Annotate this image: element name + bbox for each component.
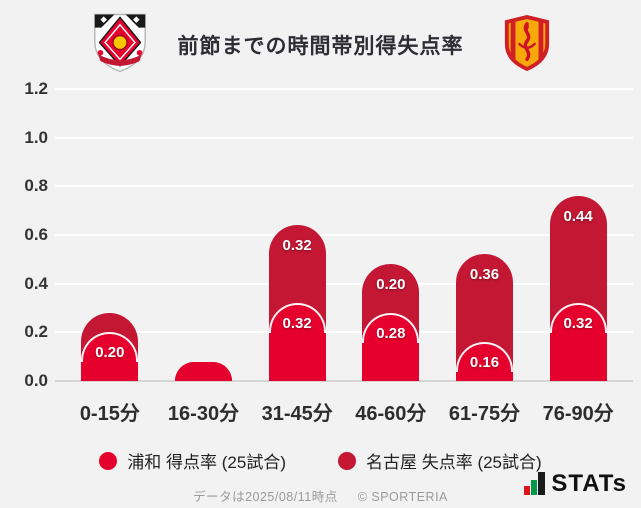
gridline — [55, 136, 633, 139]
bar-urawa-segment — [175, 361, 232, 381]
stats-barchart-icon — [524, 472, 546, 495]
y-tick-label: 0.8 — [24, 176, 48, 196]
urawa-value-label: 0.28 — [376, 324, 406, 342]
urawa-value-label: 0.32 — [282, 315, 312, 333]
gridline — [55, 234, 633, 236]
y-tick-label: 0.2 — [24, 322, 48, 342]
x-tick-label: 16-30分 — [167, 403, 240, 425]
urawa-legend-dot-icon — [99, 451, 118, 470]
x-tick-label: 76-90分 — [542, 403, 614, 425]
x-tick-label: 0-15分 — [79, 403, 140, 425]
x-tick-label: 31-45分 — [261, 403, 333, 425]
nagoya-value-label: 0.44 — [563, 208, 593, 226]
x-tick-label: 61-75分 — [448, 403, 521, 425]
y-tick-label: 1.0 — [24, 127, 48, 147]
footer-note: データは2025/08/11時点 © SPORTERIA — [0, 486, 641, 505]
urawa-value-label: 0.16 — [469, 354, 500, 372]
stats-logo: STATs — [524, 470, 627, 497]
urawa-value-label: 0.32 — [563, 315, 593, 333]
y-tick-label: 1.2 — [24, 79, 48, 98]
stats-logo-text: STATs — [551, 470, 627, 497]
gridline — [55, 185, 633, 188]
nagoya-grampus-crest-icon — [502, 15, 552, 72]
urawa-value-label: 0.20 — [95, 344, 125, 362]
gridline — [55, 88, 633, 90]
y-tick-label: 0.4 — [24, 273, 48, 293]
chart-plot-area: 0.20 0.32 0.32 0.20 0.28 0.36 0.16 0.44 0.32 — [55, 88, 633, 382]
legend-label: 浦和 得点率 (25試合) — [127, 453, 286, 472]
nagoya-value-label: 0.20 — [376, 276, 406, 294]
nagoya-value-label: 0.36 — [469, 266, 500, 284]
page-title: 前節までの時間帯別得失点率 — [177, 35, 464, 58]
x-axis-baseline — [55, 380, 633, 382]
legend-label: 名古屋 失点率 (25試合) — [366, 453, 542, 472]
copyright-note: © SPORTERIA — [357, 490, 448, 504]
y-tick-label: 0.0 — [24, 371, 48, 390]
urawa-reds-crest-icon — [92, 11, 148, 74]
x-tick-label: 46-60分 — [355, 403, 427, 425]
data-date-note: データは2025/08/11時点 — [193, 490, 338, 504]
gridline — [55, 282, 633, 285]
y-tick-label: 0.6 — [24, 225, 48, 244]
gridline — [55, 331, 633, 334]
nagoya-value-label: 0.32 — [282, 237, 312, 255]
legend-item-urawa: 浦和 得点率 (25試合) — [99, 448, 286, 473]
legend-item-nagoya: 名古屋 失点率 (25試合) — [338, 448, 542, 473]
chart-legend: 浦和 得点率 (25試合) 名古屋 失点率 (25試合) — [0, 448, 641, 473]
nagoya-legend-dot-icon — [338, 451, 356, 470]
